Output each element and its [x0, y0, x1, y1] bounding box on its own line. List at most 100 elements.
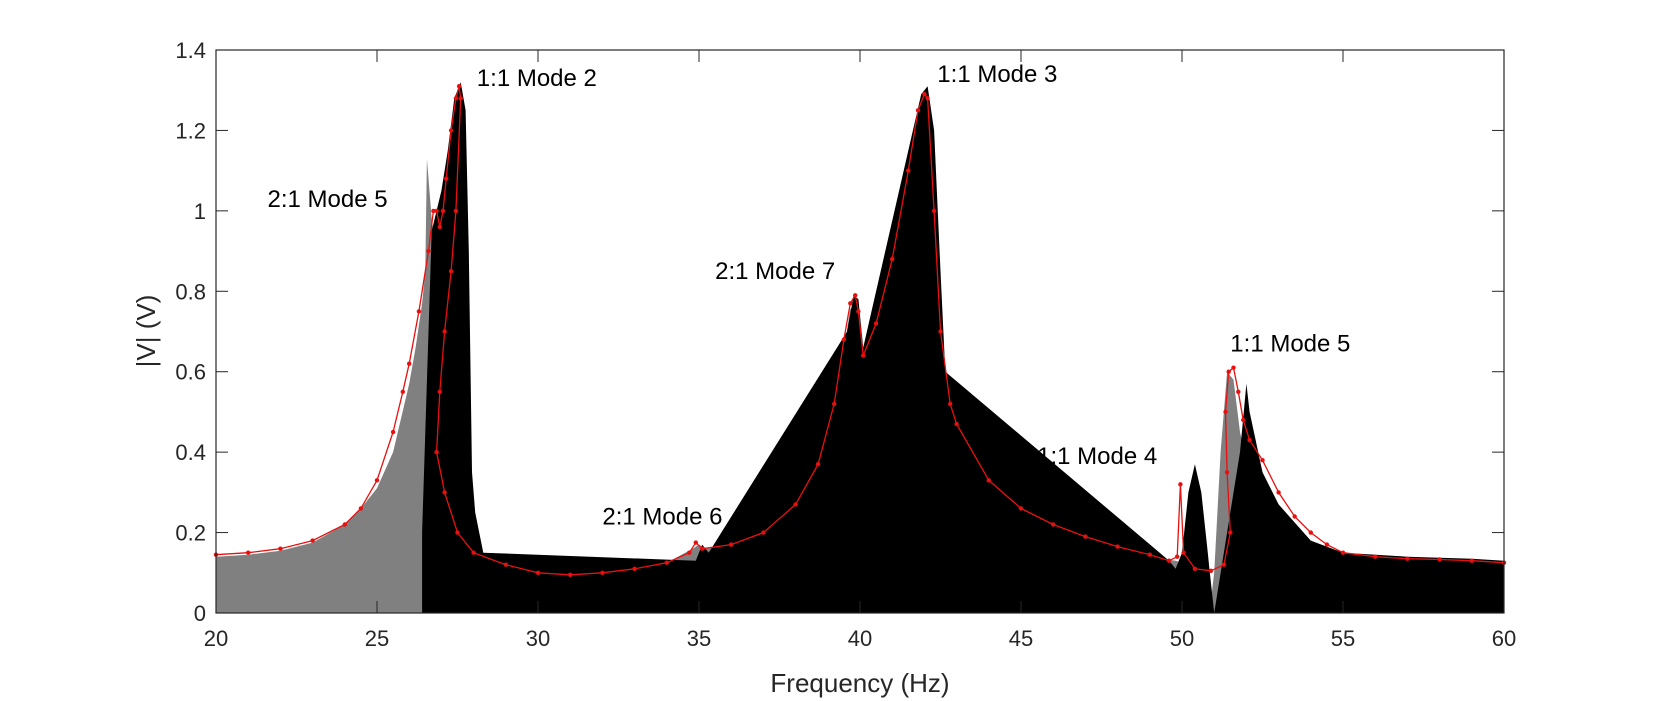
- red-marker-point: [664, 560, 669, 565]
- red-marker-point: [310, 538, 315, 543]
- red-marker-point: [793, 502, 798, 507]
- red-marker-point: [1224, 470, 1230, 475]
- red-marker-point: [931, 208, 937, 214]
- x-tick-label: 25: [365, 626, 389, 651]
- red-marker-point: [440, 208, 446, 214]
- red-marker-point: [456, 84, 462, 89]
- red-marker-point: [1340, 550, 1346, 555]
- series-black-response: [422, 82, 1505, 613]
- red-marker-point: [1231, 365, 1236, 370]
- mode-annotation: 1:1 Mode 4: [1037, 443, 1157, 470]
- red-marker-point: [832, 401, 837, 407]
- red-marker-point: [1228, 530, 1233, 535]
- red-marker-point: [1147, 552, 1153, 557]
- red-marker-point: [861, 353, 866, 358]
- red-marker-point: [1276, 490, 1281, 495]
- red-marker-point: [426, 248, 431, 254]
- x-tick-label: 55: [1331, 626, 1355, 651]
- red-marker-point: [458, 96, 463, 101]
- red-marker-point: [503, 562, 508, 567]
- y-tick-label: 0.2: [175, 521, 206, 546]
- red-marker-point: [1226, 369, 1231, 374]
- red-marker-point: [890, 256, 895, 262]
- red-marker-point: [687, 550, 692, 555]
- red-marker-point: [1178, 482, 1183, 487]
- red-marker-point: [358, 506, 364, 511]
- red-marker-point: [1324, 542, 1330, 547]
- mode-annotation: 2:1 Mode 6: [602, 504, 722, 531]
- red-marker-point: [535, 570, 541, 575]
- red-marker-point: [1260, 458, 1265, 463]
- red-marker-point: [1223, 409, 1228, 415]
- y-tick-label: 0.4: [175, 440, 206, 465]
- y-tick-label: 1: [194, 199, 206, 224]
- red-marker-point: [342, 522, 347, 527]
- red-marker-point: [400, 389, 405, 394]
- y-tick-label: 0.8: [175, 279, 206, 304]
- x-tick-label: 45: [1009, 626, 1033, 651]
- red-marker-point: [1292, 514, 1297, 519]
- red-marker-point: [437, 224, 442, 230]
- red-marker-point: [986, 478, 991, 483]
- red-marker-point: [278, 546, 283, 551]
- x-tick-label: 20: [204, 626, 228, 651]
- y-tick-label: 0: [194, 601, 206, 626]
- red-marker-point: [455, 530, 460, 535]
- red-marker-point: [954, 421, 959, 427]
- red-marker-point: [729, 542, 734, 547]
- red-marker-point: [925, 96, 930, 101]
- red-marker-point: [600, 570, 605, 575]
- x-tick-label: 35: [687, 626, 711, 651]
- mode-annotation: 2:1 Mode 5: [268, 186, 388, 213]
- red-marker-point: [856, 309, 861, 314]
- red-marker-point: [416, 309, 422, 314]
- axis-ticks: 20 25 30 35 40 45 50 55 60 0 0.2 0.4 0.6 0.8 1 1.2 1.4: [175, 38, 1516, 651]
- red-marker-point: [906, 168, 911, 173]
- red-marker-point: [632, 566, 637, 571]
- series-layer: [213, 82, 1507, 614]
- red-marker-point: [1083, 534, 1088, 539]
- x-tick-label: 50: [1170, 626, 1194, 651]
- red-marker-point: [1181, 550, 1186, 555]
- red-marker-point: [1236, 389, 1241, 394]
- mode-annotation: 2:1 Mode 7: [715, 258, 835, 285]
- y-tick-label: 1.2: [175, 118, 206, 143]
- red-marker-point: [873, 321, 879, 326]
- red-marker-point: [700, 546, 705, 551]
- red-marker-point: [1018, 506, 1024, 511]
- red-marker-point: [1308, 530, 1314, 535]
- red-marker-point: [434, 449, 439, 455]
- y-axis-label: |V| (V): [131, 295, 161, 368]
- red-marker-point: [390, 429, 396, 435]
- mode-annotation: 1:1 Mode 2: [477, 65, 597, 92]
- red-marker-point: [374, 478, 380, 483]
- red-marker-point: [761, 530, 766, 535]
- mode-annotations: 2:1 Mode 5 1:1 Mode 2 2:1 Mode 6 2:1 Mode 7…: [268, 61, 1351, 530]
- red-marker-point: [246, 550, 251, 555]
- red-marker-point: [444, 176, 449, 181]
- red-marker-point: [453, 96, 459, 101]
- red-marker-point: [948, 401, 953, 407]
- red-marker-point: [853, 293, 858, 298]
- red-marker-point: [1115, 544, 1120, 549]
- red-marker-point: [1437, 557, 1442, 562]
- red-marker-point: [693, 540, 698, 545]
- red-marker-point: [922, 92, 927, 97]
- red-marker-point: [1221, 562, 1227, 567]
- mode-annotation: 1:1 Mode 3: [937, 61, 1057, 88]
- red-marker-point: [448, 269, 454, 274]
- y-tick-label: 1.4: [175, 38, 206, 63]
- red-marker-point: [1373, 554, 1378, 559]
- red-marker-point: [1469, 558, 1475, 563]
- x-tick-label: 30: [526, 626, 550, 651]
- red-marker-point: [1051, 522, 1056, 527]
- red-marker-point: [407, 361, 412, 366]
- y-tick-label: 0.6: [175, 360, 206, 385]
- red-marker-point: [442, 490, 447, 495]
- red-marker-point: [1247, 437, 1252, 443]
- red-marker-point: [1166, 558, 1172, 563]
- red-marker-point: [448, 128, 454, 133]
- red-marker-point: [471, 550, 476, 555]
- red-marker-point: [815, 462, 821, 467]
